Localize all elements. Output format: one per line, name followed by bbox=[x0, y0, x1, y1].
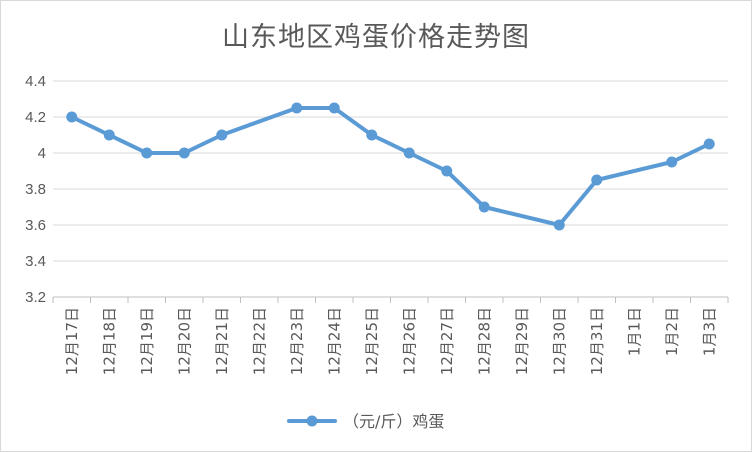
data-point bbox=[66, 111, 78, 123]
x-tick-label: 12月23日 bbox=[288, 307, 306, 375]
data-point bbox=[703, 138, 715, 150]
y-tick-label: 4 bbox=[38, 145, 46, 162]
data-point bbox=[478, 201, 490, 213]
data-point bbox=[403, 147, 415, 159]
data-point bbox=[178, 147, 190, 159]
x-tick-label: 12月21日 bbox=[213, 307, 231, 375]
x-tick-label: 12月25日 bbox=[363, 307, 381, 375]
x-tick-label: 12月20日 bbox=[175, 307, 193, 375]
x-tick-label: 12月24日 bbox=[325, 307, 343, 375]
chart-title: 山东地区鸡蛋价格走势图 bbox=[222, 22, 530, 53]
legend-marker bbox=[306, 415, 318, 427]
data-point bbox=[366, 129, 378, 141]
x-tick-label: 12月22日 bbox=[250, 307, 268, 375]
x-tick-label: 1月2日 bbox=[663, 307, 681, 356]
x-tick-label: 12月19日 bbox=[138, 307, 156, 375]
data-point bbox=[291, 102, 303, 114]
y-tick-label: 3.6 bbox=[25, 217, 46, 234]
x-tick-label: 12月17日 bbox=[63, 307, 81, 375]
y-tick-label: 4.2 bbox=[25, 109, 46, 126]
y-tick-label: 3.2 bbox=[25, 289, 46, 306]
data-point bbox=[328, 102, 340, 114]
x-tick-label: 12月30日 bbox=[550, 307, 568, 375]
x-tick-label: 12月28日 bbox=[475, 307, 493, 375]
data-point bbox=[666, 156, 678, 168]
data-point bbox=[441, 165, 453, 177]
x-tick-label: 12月29日 bbox=[513, 307, 531, 375]
legend-label: （元/斤）鸡蛋 bbox=[343, 412, 444, 431]
x-tick-label: 1月1日 bbox=[625, 307, 643, 356]
data-point bbox=[591, 174, 603, 186]
data-point bbox=[141, 147, 153, 159]
x-tick-label: 12月18日 bbox=[100, 307, 118, 375]
data-point bbox=[216, 129, 228, 141]
series-line-0 bbox=[69, 106, 712, 227]
data-point bbox=[103, 129, 115, 141]
x-tick-label: 12月27日 bbox=[438, 307, 456, 375]
data-point bbox=[553, 219, 565, 231]
x-tick-label: 12月26日 bbox=[400, 307, 418, 375]
y-tick-label: 3.4 bbox=[25, 253, 46, 270]
x-tick-label: 1月3日 bbox=[700, 307, 718, 356]
y-tick-label: 4.4 bbox=[25, 73, 46, 90]
y-tick-label: 3.8 bbox=[25, 181, 46, 198]
x-tick-label: 12月31日 bbox=[588, 307, 606, 375]
